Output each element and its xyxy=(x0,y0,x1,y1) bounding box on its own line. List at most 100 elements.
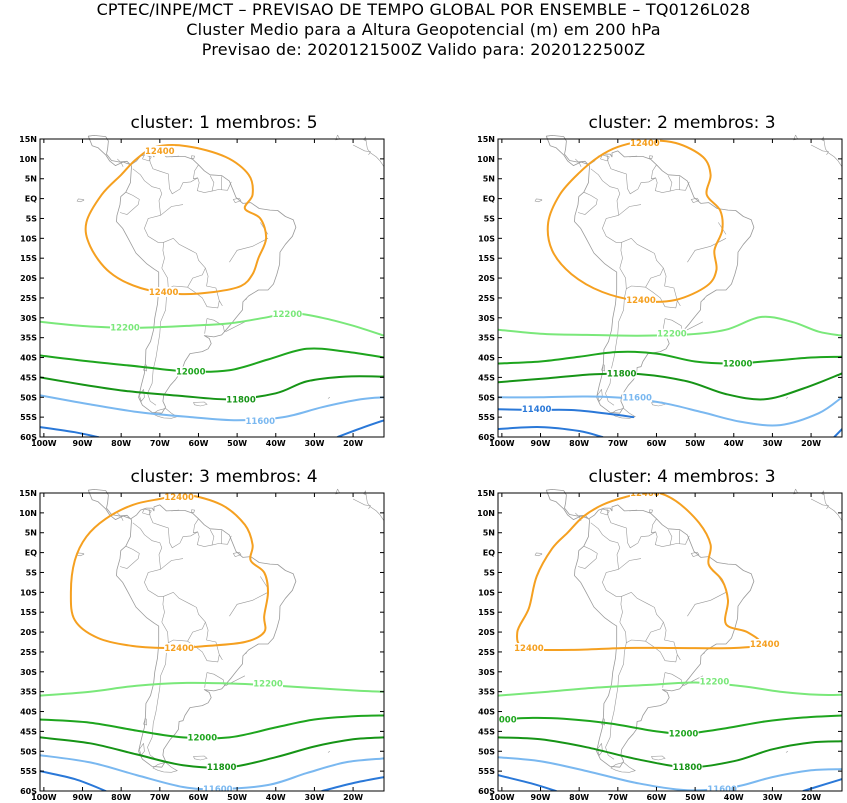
contour-12400 xyxy=(69,493,269,649)
island-outline xyxy=(785,397,789,399)
contour-label-bg xyxy=(245,416,276,427)
coastline xyxy=(545,135,755,414)
island-outline xyxy=(821,490,843,521)
contour-label: 11800 xyxy=(207,763,237,773)
country-border xyxy=(605,288,627,406)
lat-label: 15S xyxy=(478,608,495,617)
contour-label-bg xyxy=(513,642,544,653)
lon-label: 60W xyxy=(646,439,666,448)
lon-label: 20W xyxy=(801,439,821,448)
panel-title-4: cluster: 4 membros: 3 xyxy=(588,467,776,487)
lat-label: 45S xyxy=(20,373,37,382)
country-border xyxy=(147,288,169,406)
country-border xyxy=(645,640,678,663)
contour-label: 12400 xyxy=(626,296,656,306)
contour-label-bg xyxy=(253,678,284,689)
lat-label: 35S xyxy=(478,688,495,697)
lon-label: 70W xyxy=(150,793,170,802)
contour-label: 11600 xyxy=(203,785,233,795)
island-outline xyxy=(702,652,705,655)
island-outline xyxy=(610,408,636,419)
country-border xyxy=(260,576,269,589)
lon-label: 20W xyxy=(801,793,821,802)
lon-label: 50W xyxy=(227,439,247,448)
contour-label: 12000 xyxy=(176,367,206,377)
contour-11400 xyxy=(336,419,384,437)
contour-label-bg xyxy=(148,286,179,297)
lat-label: 60S xyxy=(478,433,495,442)
map-frame xyxy=(39,492,385,792)
lon-label: 70W xyxy=(608,793,628,802)
contour-label-bg xyxy=(187,732,218,743)
lon-label: 90W xyxy=(73,793,93,802)
lat-label: 5S xyxy=(26,568,38,577)
country-border xyxy=(663,268,681,307)
island-outline xyxy=(629,509,638,512)
contour-label: 12000 xyxy=(487,715,517,725)
contour-label: 11800 xyxy=(673,763,703,773)
country-border xyxy=(663,622,681,661)
lon-label: 80W xyxy=(569,793,589,802)
island-outline xyxy=(191,509,195,513)
lat-label: 50S xyxy=(478,393,495,402)
lon-label: 100W xyxy=(489,793,515,802)
country-border xyxy=(605,642,627,760)
lon-label: 90W xyxy=(531,439,551,448)
country-border xyxy=(193,164,232,193)
island-outline xyxy=(600,154,610,162)
contour-label: 11600 xyxy=(622,393,652,403)
island-outline xyxy=(232,551,242,557)
contour-12000 xyxy=(498,350,842,365)
contour-label-bg xyxy=(175,366,206,377)
country-border xyxy=(602,215,623,269)
island-outline xyxy=(143,364,148,372)
island-outline xyxy=(327,751,331,753)
contour-11400 xyxy=(833,428,842,437)
contour-11600 xyxy=(498,395,842,427)
lat-label: 35S xyxy=(478,334,495,343)
lon-label: 30W xyxy=(762,439,782,448)
lon-label: 50W xyxy=(227,793,247,802)
contour-label-bg xyxy=(164,493,195,502)
map-panel-cluster-4: 12400 12400 12400 12200 12000 12000 11800 11600… xyxy=(458,488,843,803)
lon-label: 20W xyxy=(343,439,363,448)
country-border xyxy=(161,591,206,644)
lon-label: 30W xyxy=(762,793,782,802)
map-panel-cluster-1: 12400 12400 12200 12200 12000 11800 11600 15N 10… xyxy=(0,134,385,449)
country-border xyxy=(667,529,673,546)
lon-label: 60W xyxy=(188,793,208,802)
country-border xyxy=(204,318,208,334)
contour-label-bg xyxy=(699,676,730,687)
lat-label: 25S xyxy=(20,294,37,303)
contour-label-bg xyxy=(202,784,233,791)
lon-label: 60W xyxy=(646,793,666,802)
island-outline xyxy=(575,158,582,167)
lon-label: 40W xyxy=(724,793,744,802)
contour-label: 12200 xyxy=(273,310,303,320)
island-outline xyxy=(690,197,700,203)
contour-label-bg xyxy=(521,404,552,415)
contour-11800 xyxy=(498,372,842,401)
contour-label-bg xyxy=(668,728,699,739)
map-frame xyxy=(39,138,385,438)
contour-label: 12400 xyxy=(145,147,175,157)
lat-label: EQ xyxy=(25,549,37,558)
lon-label: 90W xyxy=(531,793,551,802)
island-outline xyxy=(600,508,610,516)
lat-label: 15S xyxy=(20,608,37,617)
lat-label: 30S xyxy=(478,668,495,677)
map-panel-cluster-2: 12400 12400 12200 12000 11800 11600 11400 15N 10… xyxy=(458,134,843,449)
contour-label: 11600 xyxy=(707,785,737,795)
lat-label: 5N xyxy=(483,175,495,184)
country-border xyxy=(651,518,690,547)
lat-label: 30S xyxy=(478,314,495,323)
contour-label-bg xyxy=(672,762,703,773)
island-outline xyxy=(649,155,653,159)
contour-label-bg xyxy=(144,145,175,156)
island-outline xyxy=(352,144,371,156)
island-outline xyxy=(117,512,124,521)
country-border xyxy=(618,204,642,216)
contour-label-bg xyxy=(164,642,195,653)
country-border xyxy=(204,672,208,688)
island-outline xyxy=(534,552,543,557)
